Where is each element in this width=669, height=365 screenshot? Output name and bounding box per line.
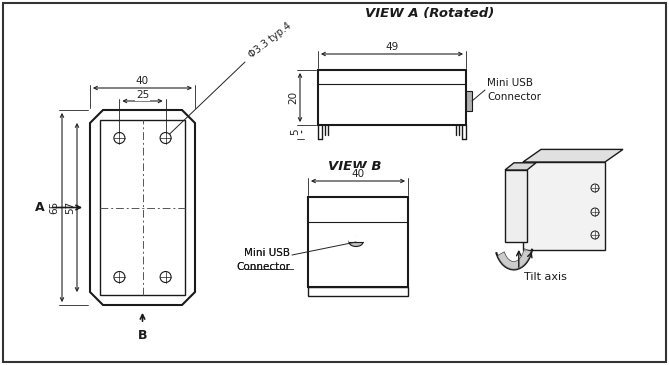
Polygon shape (497, 249, 532, 269)
Polygon shape (523, 162, 605, 250)
Text: 57: 57 (65, 201, 75, 214)
Text: Tilt axis: Tilt axis (524, 272, 567, 282)
Text: 40: 40 (136, 76, 149, 86)
Polygon shape (523, 149, 623, 162)
Polygon shape (349, 237, 363, 242)
Text: Mini USB
Connector: Mini USB Connector (236, 249, 290, 272)
Text: 25: 25 (136, 90, 149, 100)
Text: VIEW B: VIEW B (328, 160, 382, 173)
Text: B: B (138, 329, 147, 342)
Text: 20: 20 (288, 91, 298, 104)
Text: Φ3.3 typ.4: Φ3.3 typ.4 (247, 21, 293, 60)
Polygon shape (505, 163, 536, 170)
Polygon shape (505, 170, 527, 242)
Text: 65: 65 (49, 201, 59, 214)
Text: 49: 49 (385, 42, 399, 52)
Text: A: A (35, 201, 45, 214)
Text: Mini USB
Connector: Mini USB Connector (487, 78, 541, 101)
Ellipse shape (349, 238, 363, 246)
Text: 5: 5 (290, 129, 300, 135)
Polygon shape (466, 91, 472, 111)
Text: VIEW A (Rotated): VIEW A (Rotated) (365, 7, 494, 20)
Text: 40: 40 (351, 169, 365, 179)
Text: Mini USB
Connector: Mini USB Connector (236, 249, 290, 272)
